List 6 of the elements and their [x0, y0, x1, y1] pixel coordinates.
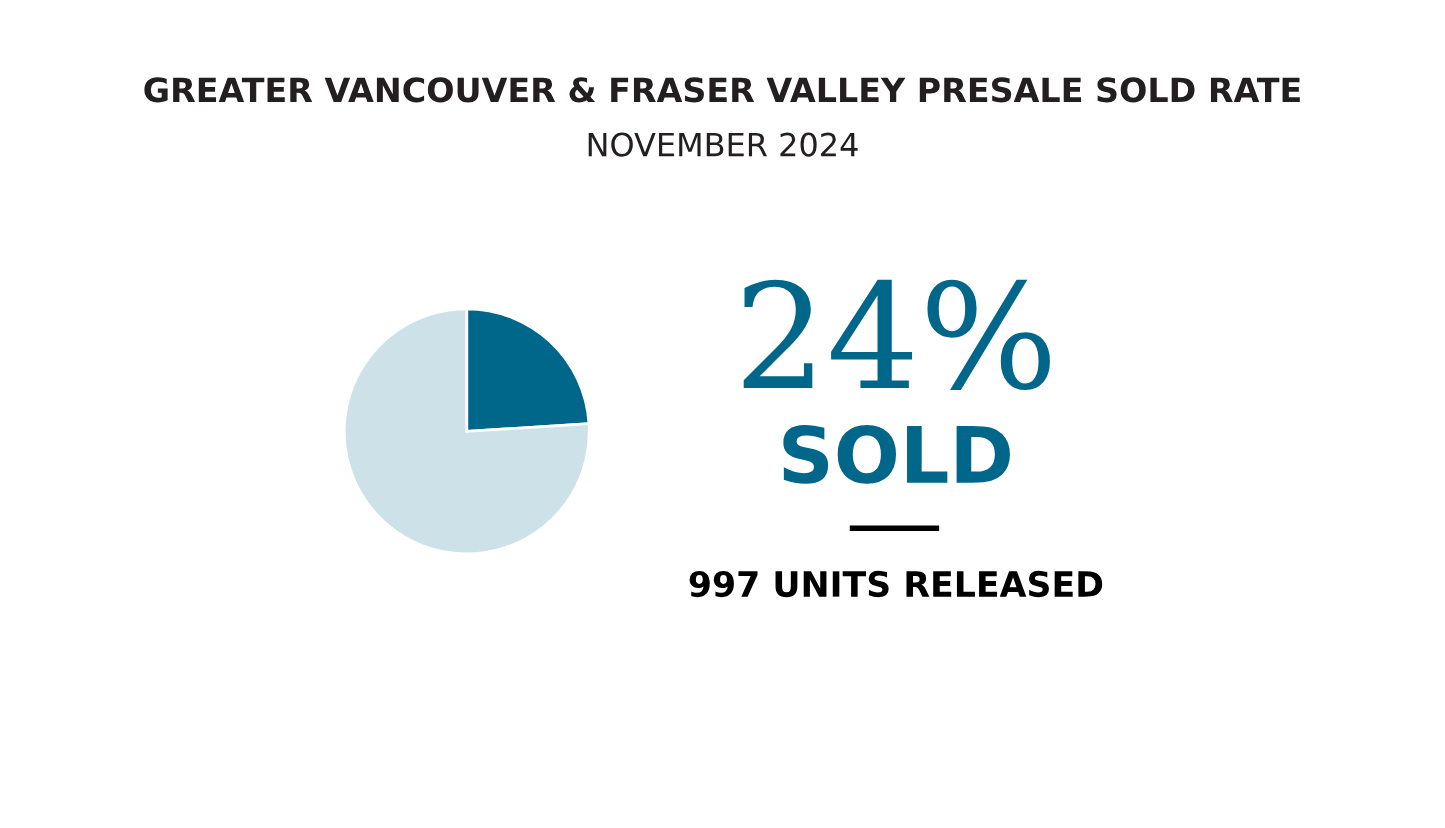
- text: 997 UNITS RELEASED: [689, 570, 1103, 598]
- text: SOLD: [783, 424, 1010, 484]
- text: 24%: [743, 279, 1050, 391]
- pie-slice: [342, 307, 591, 556]
- text: NOVEMBER 2024: [588, 132, 858, 157]
- text: GREATER VANCOUVER & FRASER VALLEY PRESALE SOLD RATE: [144, 77, 1300, 103]
